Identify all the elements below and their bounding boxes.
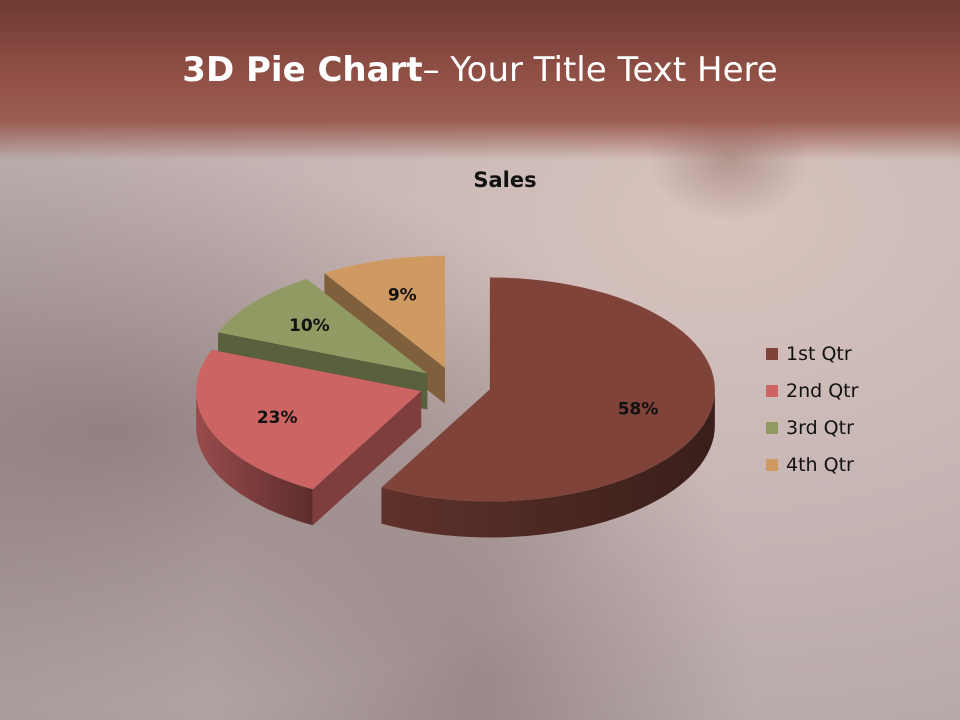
title-band xyxy=(0,0,960,160)
slide-title-rest: – Your Title Text Here xyxy=(422,50,778,90)
pie-slice-3rd-qtr xyxy=(218,278,428,374)
data-label: 10% xyxy=(289,316,330,336)
legend-item-3rd-qtr: 3rd Qtr xyxy=(766,409,858,446)
pie-slice-2nd-qtr xyxy=(196,349,422,490)
slide-title-bold: 3D Pie Chart xyxy=(182,50,423,90)
legend-label: 3rd Qtr xyxy=(786,416,854,439)
pie-slice-1st-qtr xyxy=(381,277,715,502)
slice-outer-wall xyxy=(196,391,313,526)
legend-swatch xyxy=(766,458,778,471)
data-label: 9% xyxy=(388,286,417,306)
legend-swatch xyxy=(766,384,778,397)
legend-label: 4th Qtr xyxy=(786,453,854,476)
legend-label: 2nd Qtr xyxy=(786,379,859,402)
legend: 1st Qtr 2nd Qtr 3rd Qtr 4th Qtr xyxy=(766,335,858,483)
legend-item-2nd-qtr: 2nd Qtr xyxy=(766,372,858,409)
legend-swatch xyxy=(766,347,778,360)
slice-side-face xyxy=(312,391,422,526)
slice-outer-wall xyxy=(381,389,715,538)
legend-swatch xyxy=(766,421,778,434)
pie-slice-4th-qtr xyxy=(324,255,445,368)
legend-label: 1st Qtr xyxy=(786,342,852,365)
data-label: 23% xyxy=(257,408,298,428)
legend-item-1st-qtr: 1st Qtr xyxy=(766,335,858,372)
data-label: 58% xyxy=(618,399,659,419)
slide-title: 3D Pie Chart– Your Title Text Here xyxy=(0,50,960,90)
legend-item-4th-qtr: 4th Qtr xyxy=(766,446,858,483)
chart-title: Sales xyxy=(473,168,537,192)
